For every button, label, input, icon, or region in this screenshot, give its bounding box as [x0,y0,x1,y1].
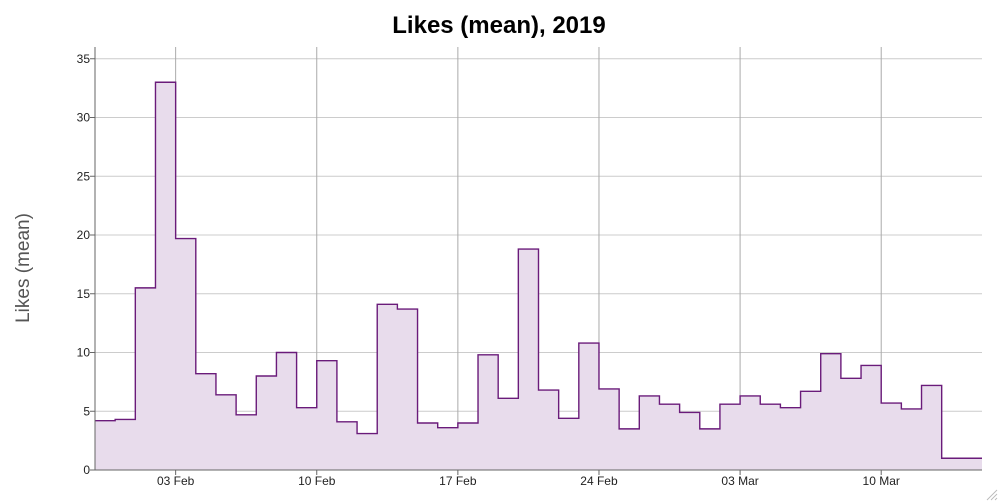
x-tick-label: 17 Feb [439,474,477,488]
y-tick-label: 20 [77,228,91,242]
x-tick-label: 03 Feb [157,474,195,488]
data-series [95,81,982,470]
y-tick-label: 15 [77,287,91,301]
resize-grip-icon[interactable] [984,487,998,501]
y-tick-label: 30 [77,111,91,125]
tick-labels: 0 5 10 15 20 25 30 35 03 Feb 10 Feb 17 Feb 24 Feb 03… [77,52,900,488]
x-tick-label: 10 Mar [863,474,900,488]
axes [90,47,982,475]
y-tick-label: 0 [83,463,90,477]
y-tick-label: 5 [83,404,90,418]
x-tick-label: 24 Feb [580,474,618,488]
y-tick-label: 35 [77,52,91,66]
series-line [95,81,982,459]
chart-title: Likes (mean), 2019 [392,12,606,39]
x-tick-label: 10 Feb [298,474,336,488]
y-tick-label: 25 [77,169,91,183]
y-tick-label: 10 [77,346,91,360]
x-tick-label: 03 Mar [721,474,758,488]
